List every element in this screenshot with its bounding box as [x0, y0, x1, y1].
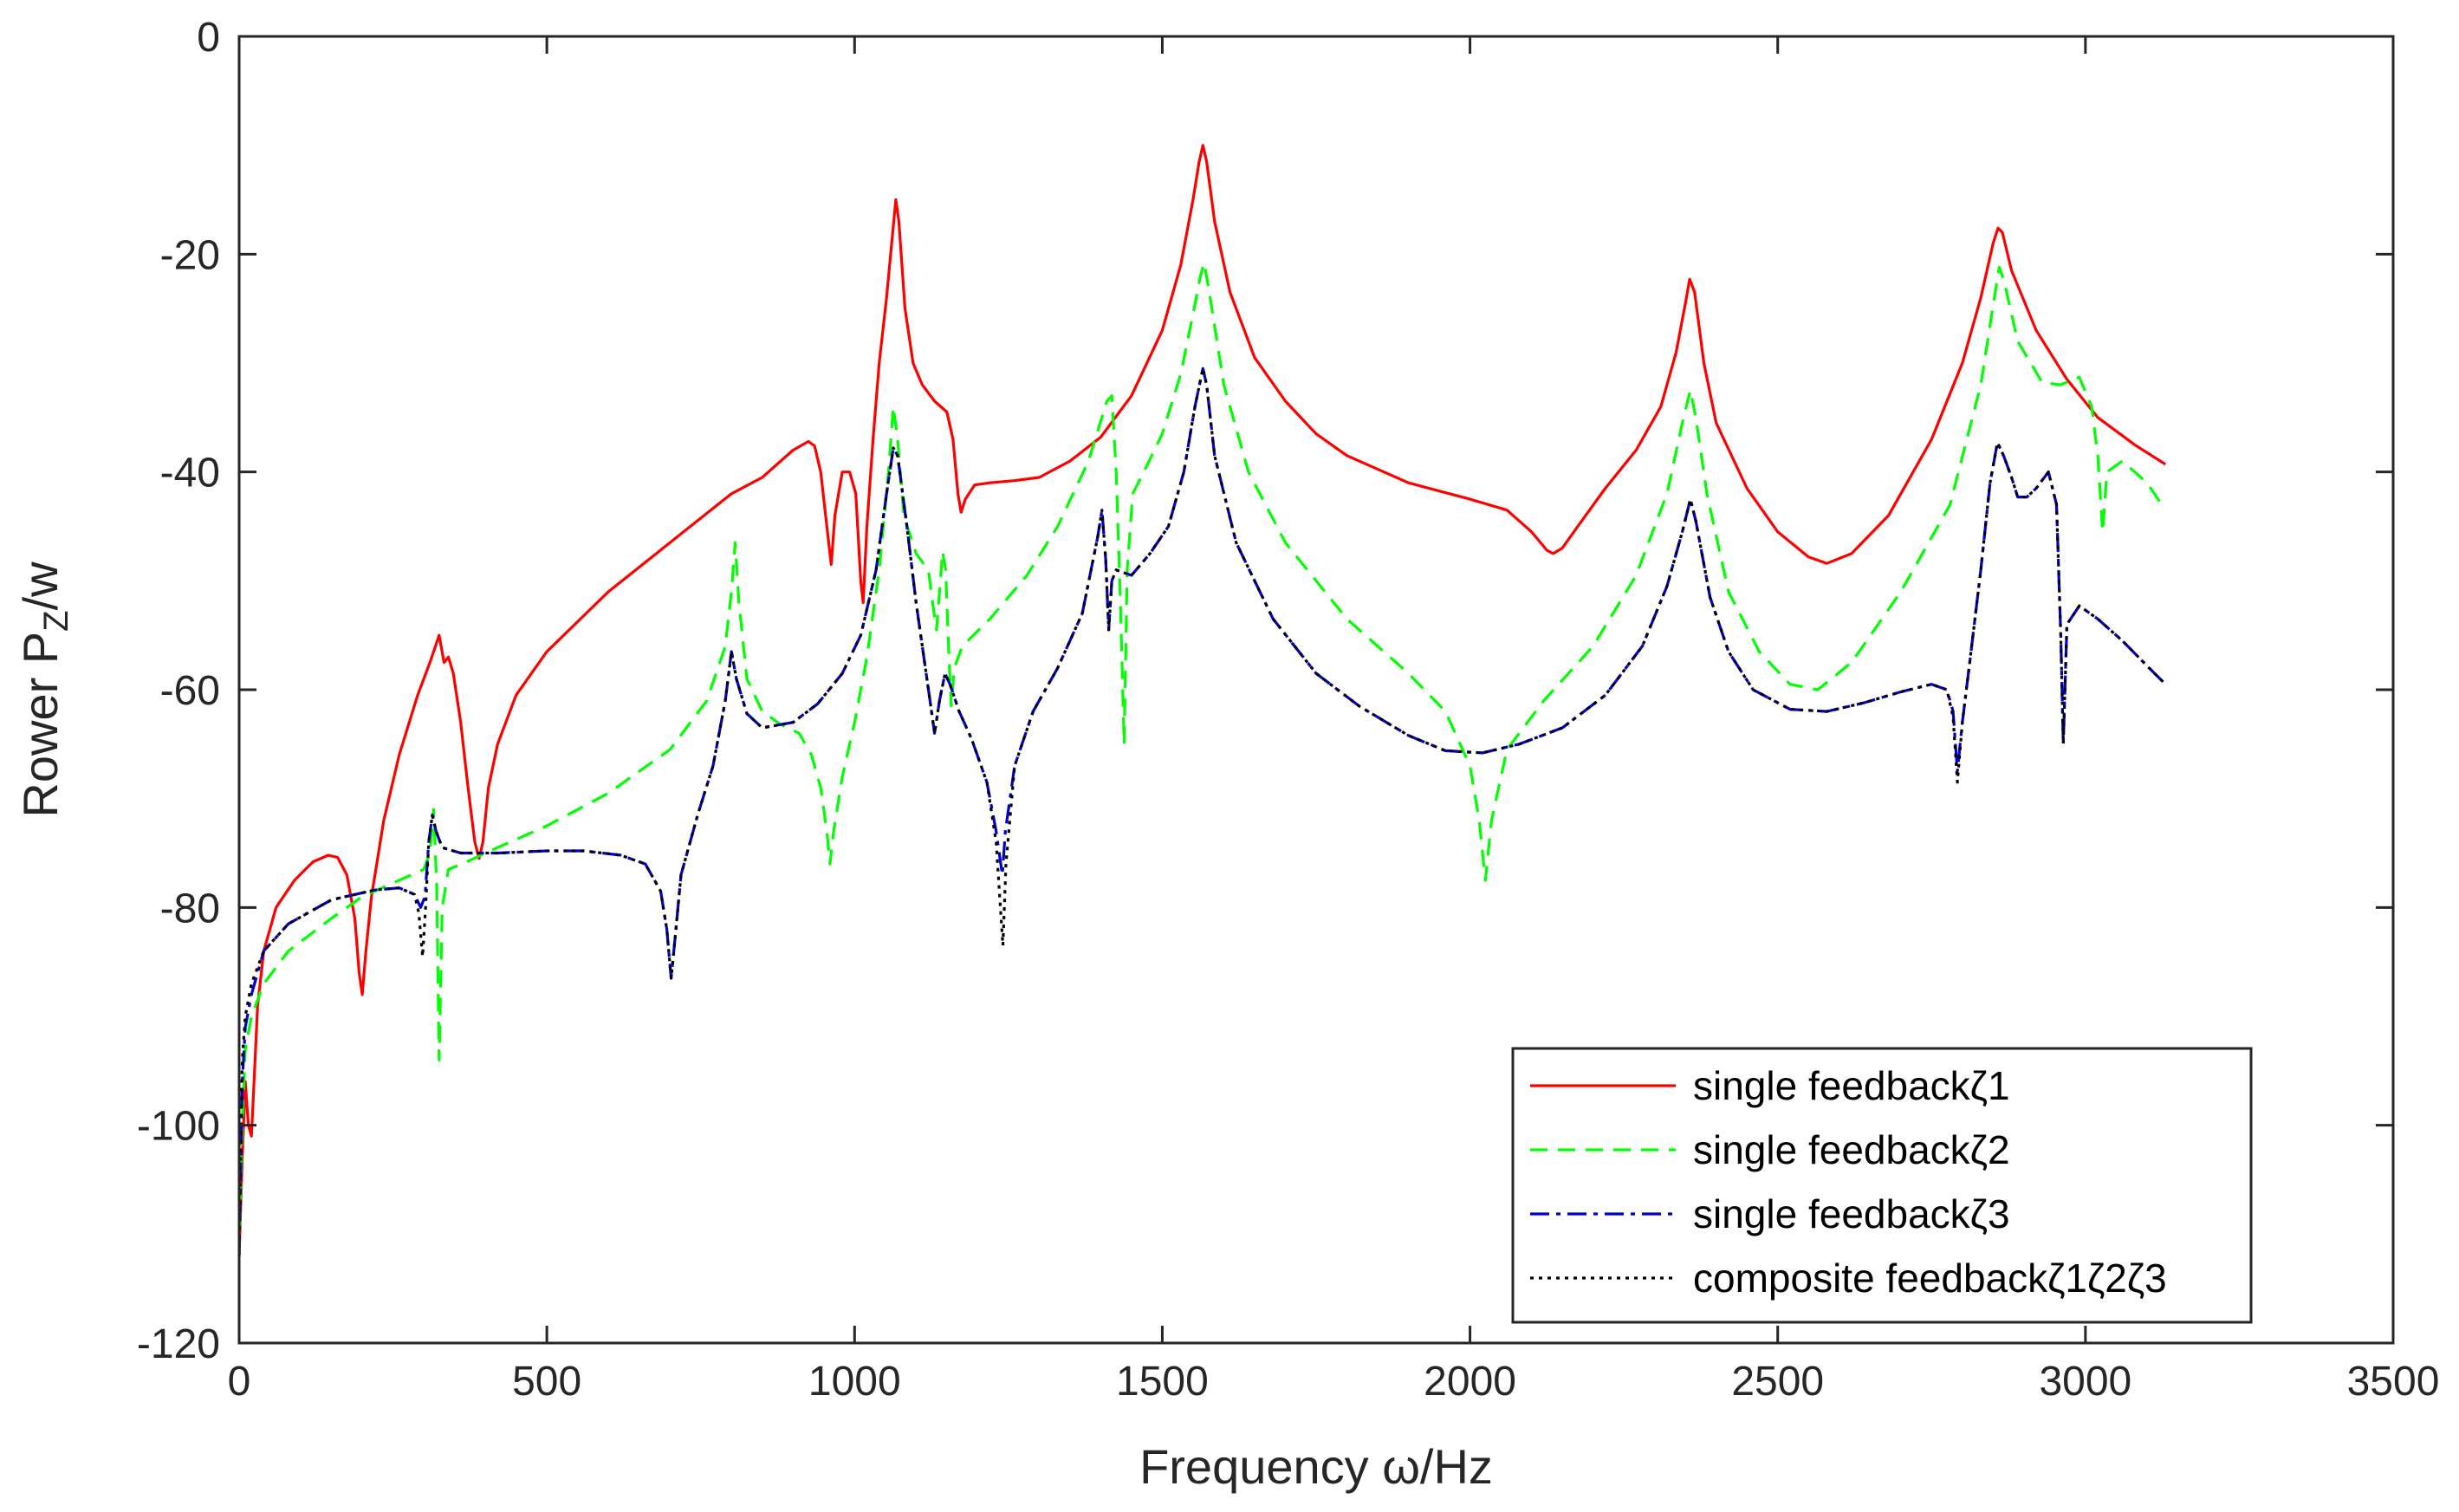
x-tick-label: 3500: [2347, 1359, 2440, 1405]
series-line-2: [239, 261, 2167, 1256]
x-tick-label: 3000: [2039, 1359, 2131, 1405]
series-line-4: [239, 367, 2167, 1256]
x-tick-label: 1000: [808, 1359, 901, 1405]
y-tick-label: -60: [160, 668, 220, 714]
x-tick-label: 500: [512, 1359, 581, 1405]
y-axis-title-subscript: Z: [37, 610, 75, 631]
x-tick-label: 2500: [1731, 1359, 1824, 1405]
legend: single feedbackζ1 single feedbackζ2 single…: [1511, 1047, 2253, 1324]
axes-layer: 0 500 1000 1500 2000 2500 3000 3500 -120 -100 -80 -…: [137, 15, 2439, 1405]
legend-box: [1511, 1047, 2253, 1324]
y-tick-label: -40: [160, 451, 220, 496]
x-tick-label: 0: [228, 1359, 251, 1405]
y-axis-title-base: Rower P: [13, 632, 68, 818]
y-axis-title-rest: /w: [13, 561, 68, 611]
x-tick-label: 2000: [1424, 1359, 1516, 1405]
y-tick-label: 0: [197, 15, 220, 61]
y-tick-label: -100: [137, 1104, 220, 1150]
y-tick-label: -120: [137, 1321, 220, 1367]
y-tick-label: -80: [160, 886, 220, 931]
y-axis-title: Rower PZ/w: [13, 561, 75, 818]
legend-label-4: composite feedbackζ1ζ2ζ3: [1693, 1256, 2167, 1301]
x-tick-label: 1500: [1116, 1359, 1209, 1405]
y-tick-label: -20: [160, 232, 220, 278]
legend-label-3: single feedbackζ3: [1693, 1191, 2010, 1236]
legend-label-2: single feedbackζ2: [1693, 1127, 2010, 1172]
series-layer: [239, 144, 2167, 1256]
series-line-1: [239, 144, 2167, 1256]
legend-label-1: single feedbackζ1: [1693, 1063, 2010, 1108]
series-line-3: [239, 367, 2167, 1256]
x-axis-title: Frequency ω/Hz: [1139, 1439, 1493, 1494]
